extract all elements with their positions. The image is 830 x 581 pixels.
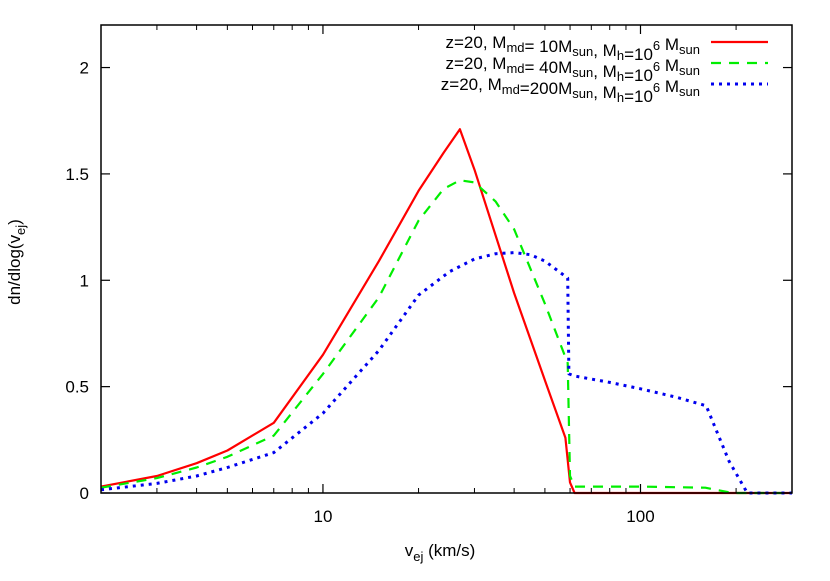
series-line-3 (100, 251, 792, 495)
axis-ticks: 0 0.5 1 1.5 2 10 100 (65, 25, 792, 526)
legend-label-3: z=20, Mmd=200Msun, Mh=106 Msun (441, 75, 700, 106)
plot-frame (100, 24, 793, 494)
x-tick-label: 10 (313, 507, 332, 526)
y-tick-label: 0 (80, 484, 89, 503)
series-layer (100, 128, 792, 495)
y-axis-label: dn/dlog(vej) (5, 219, 28, 305)
legend-label-1: z=20, Mmd= 10Msun, Mh=106 Msun (446, 33, 701, 64)
x-axis-label: vej (km/s) (405, 541, 476, 564)
x-tick-label: 100 (626, 507, 654, 526)
series-line-2 (100, 179, 792, 495)
y-tick-label: 2 (80, 59, 89, 78)
legend-label-2: z=20, Mmd= 40Msun, Mh=106 Msun (446, 54, 701, 85)
series-line-1 (100, 128, 792, 495)
y-tick-label: 1.5 (65, 165, 89, 184)
y-tick-label: 1 (80, 271, 89, 290)
y-tick-label: 0.5 (65, 378, 89, 397)
